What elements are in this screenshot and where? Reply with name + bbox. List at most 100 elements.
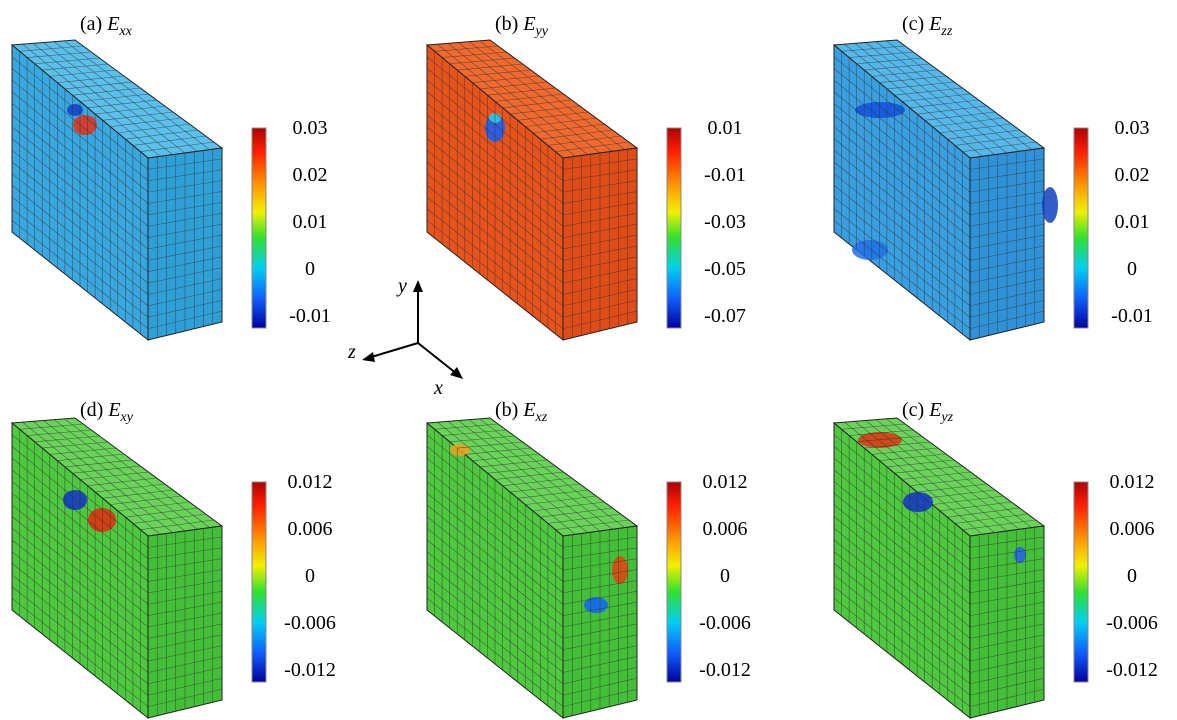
colorbar [1073,127,1089,329]
mesh-line [833,185,971,295]
mesh-line [147,180,223,193]
colorbar [666,127,682,329]
mesh-line [969,677,1045,696]
mesh-line [833,91,971,204]
mesh-line [969,645,1045,662]
mesh-line [562,180,638,193]
mesh-line [147,289,223,307]
mesh-line [833,574,971,685]
mesh-line [969,267,1045,284]
mesh-line [11,91,149,204]
panel-label: (c) [902,13,924,35]
mesh-line [562,623,638,639]
mesh-line [437,43,576,157]
mesh-line [426,103,564,216]
mesh-line [833,527,971,639]
mesh-line [833,126,971,238]
mesh-line [147,223,223,238]
mesh-line [147,612,223,628]
mesh-line [426,68,564,181]
mesh-line [11,586,149,696]
mesh-line [11,457,149,571]
mesh-line [426,161,564,272]
mesh-line [147,590,223,605]
panel-label: (d) [80,399,103,421]
panel: (b) Exz 0.012 0.006 0 -0.006 -0.012 [425,399,751,720]
mesh-line [562,688,638,707]
mesh-line [147,212,223,227]
mesh-line [969,245,1045,261]
mesh-line [562,677,638,696]
mesh-line [147,623,223,639]
mesh-line [426,196,564,307]
colorbar-tick-label: -0.05 [704,258,746,280]
mesh-line [833,504,971,616]
mesh-line [562,569,638,582]
panel: (d) Exy 0.012 0.006 0 -0.006 -0.012 [10,399,336,720]
mesh-line [969,169,1045,182]
mesh-line [833,149,971,261]
mesh-line [562,634,638,651]
mesh-line [11,185,149,295]
mesh-line [562,223,638,238]
mesh-line [426,208,564,318]
mesh-line [468,419,613,530]
mesh-line [147,256,223,273]
colorbar [251,127,267,329]
mesh-line [562,612,638,628]
mesh-line [969,547,1045,560]
mesh-line [426,539,564,650]
mesh-line [147,299,223,318]
panel-title: (b) Exz [495,399,548,425]
mesh-line [458,420,601,532]
mesh-line [886,418,1032,528]
mesh-line [11,208,149,318]
mesh-line [11,196,149,307]
mesh-line [147,677,223,696]
mesh-line [468,41,613,152]
mesh-line [147,547,223,560]
mesh-line [865,42,1008,154]
mesh-line [562,547,638,560]
mesh-line [562,158,638,170]
mesh-line [147,688,223,707]
mesh-line [969,558,1045,571]
mesh-line [11,539,149,650]
mesh-line [969,158,1045,170]
mesh-line [969,310,1045,329]
panel: (a) Exx 0.03 0.02 0.01 0 -0.01 [10,13,331,342]
mesh-line [426,586,564,696]
mesh-line [562,299,638,318]
colorbar-tick-label: 0.01 [293,211,328,233]
mesh-line [479,40,625,150]
mesh-line [562,278,638,295]
mesh-line [562,667,638,685]
mesh-line [562,245,638,261]
mesh-line [426,598,564,707]
panel-title: (c) Eyz [902,399,954,425]
mesh-line [447,43,588,155]
mesh-line [437,421,576,535]
panel-label: (b) [495,399,518,421]
mesh-line [11,79,149,193]
hotspot [855,102,905,118]
mesh-line [969,536,1045,548]
panel-title: (d) Exy [80,399,134,425]
colorbar-tick-label: -0.012 [1106,659,1158,681]
mesh-line [562,191,638,204]
mesh-line [969,212,1045,227]
mesh-line [426,446,564,559]
mesh-line [32,421,173,533]
mesh-line [147,601,223,616]
mesh-line [426,126,564,238]
mesh-line [64,418,210,528]
mesh-line [969,623,1045,639]
mesh-line [562,310,638,329]
mesh-line [562,580,638,594]
mesh-line [11,161,149,272]
hotspot [1042,187,1058,223]
hotspot [903,492,933,512]
mesh-line [32,43,173,155]
hotspot [67,104,83,116]
